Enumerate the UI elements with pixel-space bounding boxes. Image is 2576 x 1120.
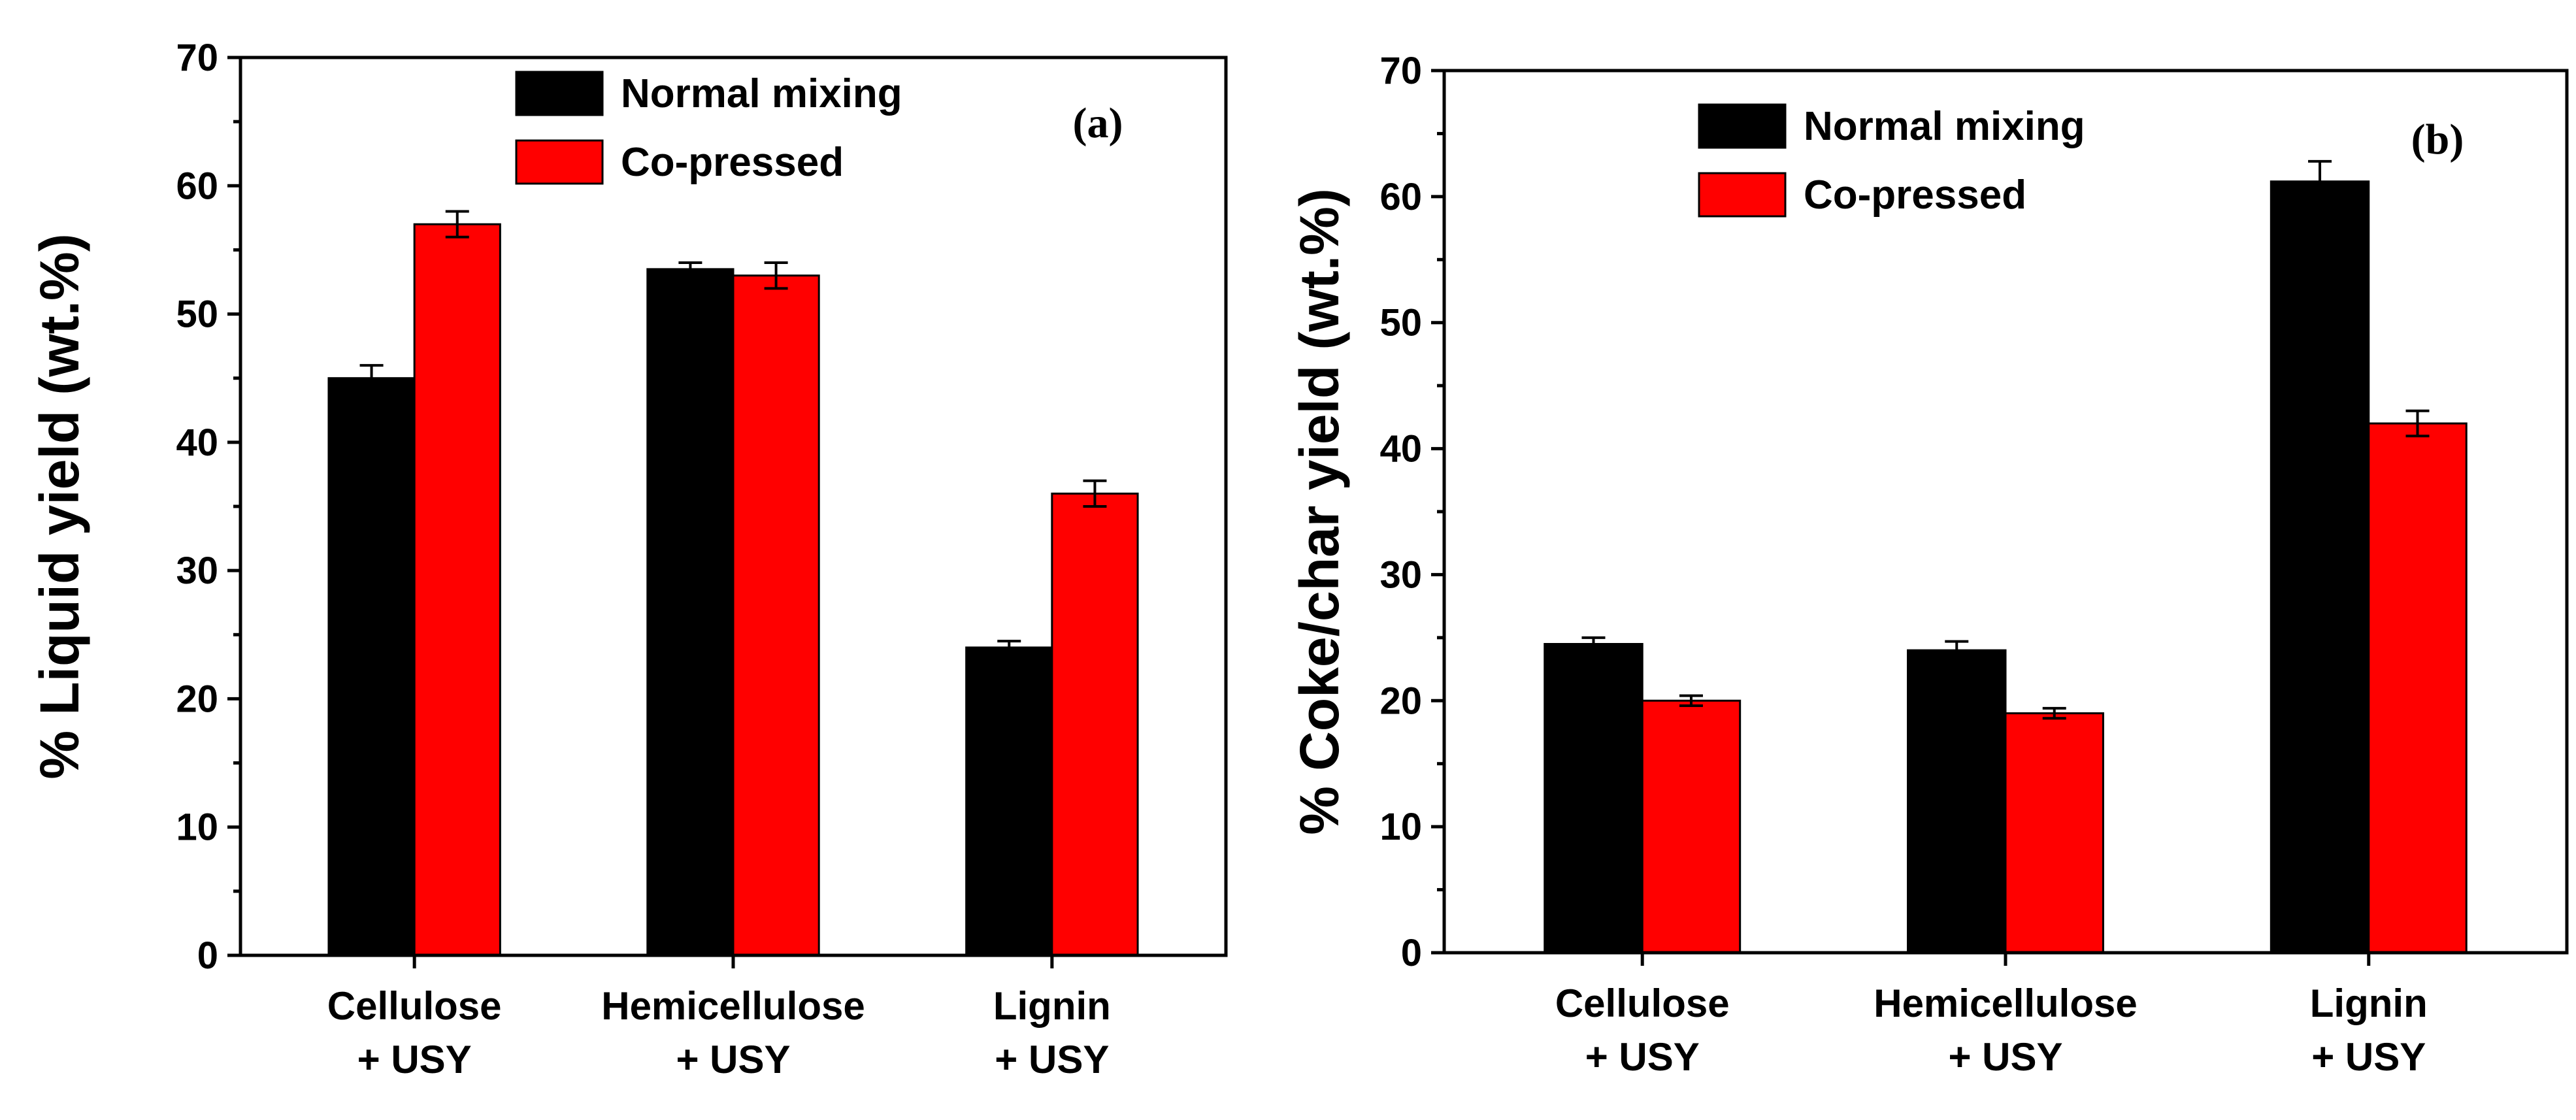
legend-label: Co-pressed	[1804, 173, 2026, 218]
category-label: Cellulose	[1555, 981, 1730, 1025]
y-tick-label: 70	[176, 37, 218, 79]
y-tick-label: 10	[176, 806, 218, 849]
y-tick-label: 50	[176, 293, 218, 336]
error-bar	[2042, 706, 2066, 720]
category-label: Hemicellulose	[1874, 981, 2138, 1025]
panel-label: (b)	[2411, 116, 2464, 163]
bar-co-pressed-0	[1641, 699, 1742, 954]
category-label: Lignin	[2310, 981, 2428, 1025]
legend-label: Normal mixing	[1804, 104, 2085, 149]
error-bar	[1945, 640, 1969, 661]
bar-normal-mixing-1	[646, 268, 735, 957]
legend-label: Co-pressed	[621, 140, 844, 185]
legend-entry: Normal mixing	[1698, 103, 2085, 149]
legend-swatch	[1698, 172, 1787, 218]
y-tick-label: 60	[1379, 176, 1422, 218]
category-label: Hemicellulose	[601, 984, 865, 1028]
category-label: + USY	[676, 1038, 790, 1081]
y-tick-label: 70	[1379, 50, 1422, 92]
bar-normal-mixing-2	[965, 646, 1053, 957]
bar-co-pressed-1	[732, 274, 820, 957]
bar-normal-mixing-0	[1544, 643, 1643, 954]
y-tick-label: 60	[176, 165, 218, 207]
panel-label: (a)	[1073, 99, 1123, 147]
y-tick-label: 30	[176, 550, 218, 592]
category-label: + USY	[2311, 1035, 2426, 1079]
category-label: + USY	[1948, 1035, 2062, 1079]
category-label: + USY	[1585, 1035, 1700, 1079]
bar-normal-mixing-1	[1907, 649, 2007, 954]
y-axis-title: % Liquid yield (wt.%)	[29, 233, 90, 779]
y-tick-label: 20	[1379, 680, 1422, 722]
error-bar	[997, 640, 1021, 655]
legend-entry: Co-pressed	[515, 139, 844, 185]
bar-co-pressed-1	[2004, 712, 2104, 954]
y-axis-title: % Coke/char yield (wt.%)	[1289, 188, 1350, 835]
y-tick-label: 40	[1379, 428, 1422, 470]
category-label: Cellulose	[327, 984, 502, 1028]
error-bar	[1679, 694, 1703, 707]
bar-co-pressed-2	[1051, 492, 1139, 957]
error-bar	[359, 364, 384, 393]
bar-normal-mixing-0	[327, 377, 416, 957]
error-bar	[764, 261, 788, 290]
error-bar	[678, 261, 702, 277]
legend-entry: Normal mixing	[515, 71, 902, 116]
bar-normal-mixing-2	[2270, 180, 2370, 954]
error-bar	[445, 210, 469, 239]
category-label: Lignin	[993, 984, 1111, 1028]
category-label: + USY	[357, 1038, 472, 1081]
legend-entry: Co-pressed	[1698, 172, 2026, 218]
y-tick-label: 40	[176, 421, 218, 464]
chart-panel-b: 0 10 20 30 40 50 60 70 Cellulose + USY Hemicellulo…	[1289, 50, 2569, 1079]
y-tick-label: 50	[1379, 302, 1422, 344]
legend-swatch	[515, 139, 604, 185]
bar-co-pressed-2	[2368, 422, 2468, 954]
y-tick-label: 20	[176, 678, 218, 720]
bar-co-pressed-0	[413, 223, 501, 957]
y-tick-label: 0	[197, 934, 218, 977]
error-bar	[2405, 409, 2430, 438]
legend-swatch	[515, 71, 604, 116]
error-bar	[1083, 479, 1107, 508]
y-tick-label: 30	[1379, 553, 1422, 596]
legend-swatch	[1698, 103, 1787, 149]
category-label: + USY	[995, 1038, 1109, 1081]
y-tick-label: 0	[1401, 932, 1422, 974]
error-bar	[2308, 159, 2332, 203]
legend-label: Normal mixing	[621, 71, 902, 116]
chart-panel-a: 0 10 20 30 40 50 60 70 Cellulose + USY Hemicellulo…	[29, 37, 1228, 1081]
error-bar	[1581, 636, 1606, 652]
y-tick-label: 10	[1379, 806, 1422, 848]
